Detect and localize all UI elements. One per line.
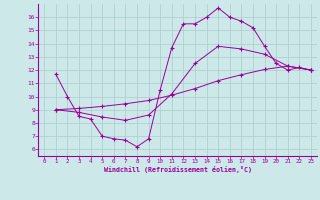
X-axis label: Windchill (Refroidissement éolien,°C): Windchill (Refroidissement éolien,°C) (104, 166, 252, 173)
